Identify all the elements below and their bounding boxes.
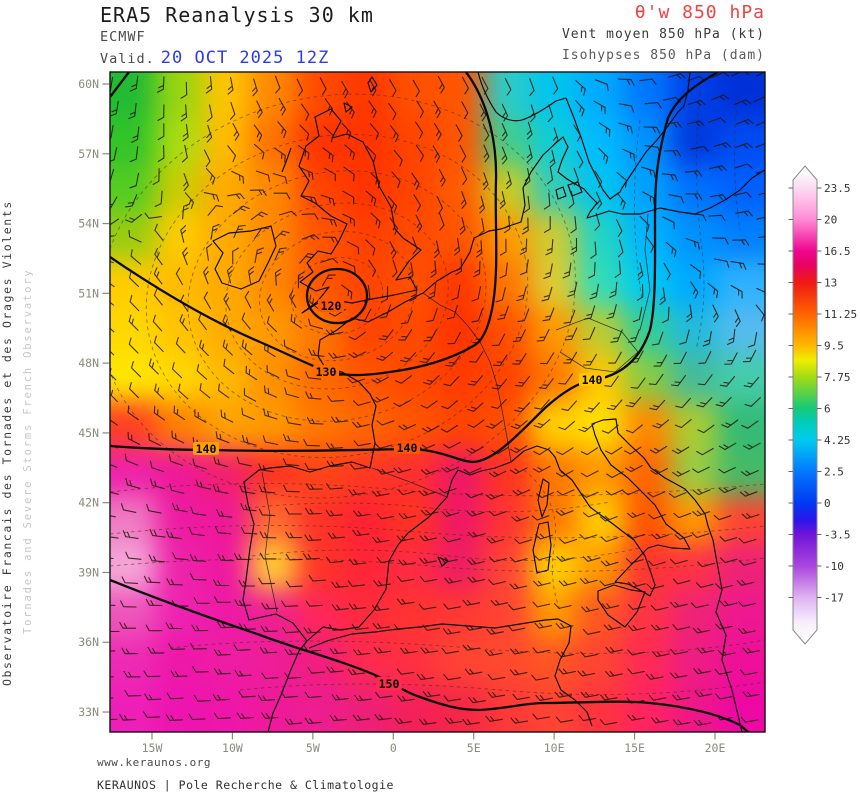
lon-tick-label: 15W xyxy=(142,741,163,755)
valid-label: Valid. xyxy=(100,51,155,67)
lon-tick-label: 15E xyxy=(624,741,645,755)
lat-tick-label: 48N xyxy=(78,356,99,370)
contour-label: 150 xyxy=(379,677,400,691)
colorbar-value-label: 0 xyxy=(824,497,831,510)
lon-tick-label: 5W xyxy=(306,741,320,755)
colorbar-value-label: -10 xyxy=(824,560,844,573)
colorbar-value-label: 6 xyxy=(824,403,831,416)
lon-tick-label: 0 xyxy=(390,741,397,755)
lat-tick-label: 36N xyxy=(78,635,99,649)
contour-label: 140 xyxy=(397,441,418,455)
lat-tick-label: 54N xyxy=(78,217,99,231)
lat-tick-label: 39N xyxy=(78,565,99,579)
colorbar-value-label: 16.5 xyxy=(824,245,851,258)
contour-label: 140 xyxy=(582,373,603,387)
valid-row: Valid. 20 OCT 2025 12Z xyxy=(100,48,329,68)
contour-labels: 120 130 140 140 140 150 xyxy=(193,299,605,691)
colorbar-value-label: 11.25 xyxy=(824,308,857,321)
colorbar-value-label: 13 xyxy=(824,277,837,290)
lat-tick-label: 57N xyxy=(78,147,99,161)
colorbar-value-label: 4.25 xyxy=(824,434,851,447)
colorbar-value-label: 9.5 xyxy=(824,340,844,353)
parameter-isohypse-line: Isohypses 850 hPa (dam) xyxy=(561,48,765,63)
valid-datetime: 20 OCT 2025 12Z xyxy=(160,48,330,68)
colorbar: 23.5 20 16.5 13 11.25 9.5 7.75 6 4.25 2.5 0 -3.5 -10… xyxy=(788,165,857,645)
lat-tick-label: 33N xyxy=(78,705,99,719)
colorbar-value-label: 2.5 xyxy=(824,466,844,479)
lat-tick-label: 60N xyxy=(78,77,99,91)
model-source: ECMWF xyxy=(100,29,146,45)
page-title: ERA5 Reanalysis 30 km xyxy=(100,3,374,27)
footer-org: KERAUNOS | Pole Recherche & Climatologie xyxy=(97,778,394,792)
map-frame xyxy=(109,71,766,733)
lon-tick-label: 10E xyxy=(544,741,565,755)
colorbar-value-label: -17 xyxy=(824,592,844,605)
lon-tick-label: 10W xyxy=(222,741,243,755)
lat-tick-label: 51N xyxy=(78,286,99,300)
parameter-title: θ'w 850 hPa xyxy=(634,2,765,23)
lat-tick-label: 42N xyxy=(78,496,99,510)
parameter-wind-line: Vent moyen 850 hPa (kt) xyxy=(561,27,765,42)
footer-url: www.keraunos.org xyxy=(97,756,211,769)
colorbar-value-label: -3.5 xyxy=(824,529,851,542)
colorbar-value-label: 20 xyxy=(824,214,837,227)
colorbar-value-label: 23.5 xyxy=(824,182,851,195)
colorbar-value-label: 7.75 xyxy=(824,371,851,384)
lon-tick-label: 5E xyxy=(467,741,481,755)
isohypse-contours xyxy=(110,72,749,732)
dashed-isolines xyxy=(110,91,765,695)
theta-w-field xyxy=(110,72,765,732)
contour-label: 120 xyxy=(321,299,342,313)
map-axes: 60N 57N 54N 51N 48N 45N 42N 39N 36N 33N 15W 10W 5W 0 5… xyxy=(78,77,725,755)
coastlines xyxy=(212,72,765,732)
lon-tick-label: 20E xyxy=(705,741,726,755)
contour-label: 130 xyxy=(316,365,337,379)
lat-tick-label: 45N xyxy=(78,426,99,440)
contour-label: 140 xyxy=(196,442,217,456)
